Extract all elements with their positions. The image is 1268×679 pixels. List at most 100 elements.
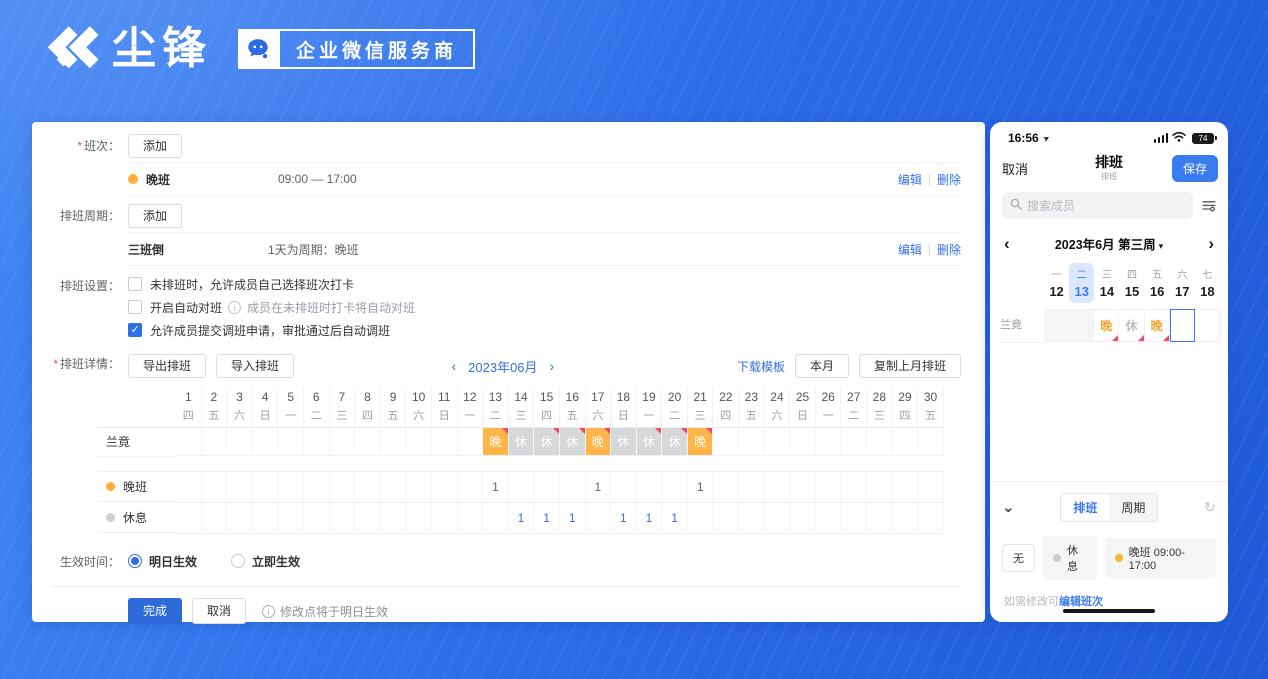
day-weekday: 四: [541, 410, 553, 422]
confirm-button[interactable]: 完成: [128, 598, 183, 624]
day-weekday: 五: [566, 410, 578, 422]
shift-cell-day3[interactable]: [227, 428, 253, 456]
wechat-icon: [238, 29, 278, 69]
shift-cell-day21[interactable]: 晚: [687, 428, 714, 456]
download-template-link[interactable]: 下载模板: [736, 359, 785, 374]
shift-cell-day15[interactable]: 休: [534, 428, 560, 456]
chip-rest[interactable]: 休息: [1043, 536, 1097, 580]
phone-day-column-13[interactable]: 二 13: [1069, 263, 1095, 303]
phone-day-column-18[interactable]: 七 18: [1195, 263, 1220, 303]
shift-cell-day7[interactable]: [329, 428, 356, 456]
copy-last-month-button[interactable]: 复制上月排班: [858, 354, 961, 378]
shift-cell-day27[interactable]: [841, 428, 868, 456]
filter-icon[interactable]: [1202, 199, 1216, 212]
shift-cell-day29[interactable]: [892, 428, 919, 456]
prev-week-icon[interactable]: ‹: [1004, 234, 1010, 253]
summary-count-day14: 1: [508, 503, 535, 534]
shift-cell-day1[interactable]: [176, 428, 202, 456]
shift-cell-day11[interactable]: [431, 428, 458, 456]
shift-cell-day10[interactable]: [406, 428, 432, 456]
shift-cell-day13[interactable]: 晚: [483, 428, 509, 456]
shift-cell-day19[interactable]: 休: [636, 428, 663, 456]
shift-cell-day12[interactable]: [457, 428, 484, 456]
summary-count-day23: [739, 503, 765, 534]
calendar-day-header: 15 四: [534, 388, 560, 428]
day-weekday: 六: [233, 410, 245, 422]
edit-shifts-link[interactable]: 编辑班次: [1059, 596, 1103, 608]
shift-cell-day6[interactable]: [303, 428, 330, 456]
checkbox[interactable]: [128, 277, 142, 291]
phone-shift-cell-2[interactable]: 晚: [1094, 309, 1120, 342]
day-weekday: 一: [285, 410, 297, 422]
shift-cell-day24[interactable]: [764, 428, 791, 456]
radio-button[interactable]: [128, 554, 142, 568]
day-number: 7: [338, 390, 346, 404]
tab-cycle[interactable]: 周期: [1109, 494, 1158, 521]
phone-shift-cell-3[interactable]: 休: [1119, 309, 1145, 342]
phone-day-column-17[interactable]: 六 17: [1170, 263, 1195, 303]
shift-cell-day14[interactable]: 休: [508, 428, 535, 456]
delete-shift-link[interactable]: 删除: [936, 172, 961, 187]
phone-shift-cell-0[interactable]: [1044, 309, 1070, 342]
phone-shift-cell-5[interactable]: [1169, 309, 1195, 342]
phone-cancel-button[interactable]: 取消: [1002, 162, 1029, 177]
checkbox[interactable]: [128, 300, 142, 314]
shift-cell-day25[interactable]: [790, 428, 816, 456]
phone-week-navigation: ‹ 2023年6月 第三周 ›: [990, 219, 1228, 257]
edit-cycle-link[interactable]: 编辑: [897, 242, 922, 257]
shift-cell-day30[interactable]: [918, 428, 944, 456]
phone-day-column-14[interactable]: 三 14: [1094, 263, 1119, 303]
next-month-icon[interactable]: ›: [549, 358, 555, 374]
radio-option-text: 明日生效: [149, 554, 198, 569]
add-shift-button[interactable]: 添加: [128, 134, 183, 158]
phone-day-column-15[interactable]: 四 15: [1119, 263, 1144, 303]
settings-row: 排班设置： 未排班时，允许成员自己选择班次打卡 开启自动对班 成员在未排班时打卡…: [52, 274, 961, 340]
undo-icon[interactable]: [1204, 499, 1216, 516]
next-week-icon[interactable]: ›: [1208, 234, 1214, 253]
shift-cell-day4[interactable]: [252, 428, 279, 456]
chip-none[interactable]: 无: [1002, 544, 1035, 572]
export-schedule-button[interactable]: 导出排班: [128, 354, 207, 378]
shift-cell-day23[interactable]: [739, 428, 765, 456]
night-dot: [1114, 554, 1123, 562]
shift-cell-day8[interactable]: [355, 428, 381, 456]
phone-day-column-16[interactable]: 五 16: [1145, 263, 1170, 303]
shift-cell-day16[interactable]: 休: [559, 428, 586, 456]
shift-cell-day28[interactable]: [867, 428, 893, 456]
search-input[interactable]: 搜索成员: [1002, 192, 1193, 219]
chip-night[interactable]: 晚班 09:00-17:00: [1104, 538, 1216, 578]
shift-cell-day26[interactable]: [815, 428, 842, 456]
week-label[interactable]: 2023年6月 第三周: [1010, 234, 1209, 253]
edit-shift-link[interactable]: 编辑: [897, 172, 922, 187]
summary-count-day10: [406, 503, 432, 534]
this-month-button[interactable]: 本月: [794, 354, 849, 378]
cancel-button[interactable]: 取消: [192, 598, 247, 624]
add-cycle-button[interactable]: 添加: [128, 204, 183, 228]
phone-day-column-12[interactable]: 一 12: [1044, 263, 1069, 303]
shift-cell-day18[interactable]: 休: [611, 428, 637, 456]
import-schedule-button[interactable]: 导入排班: [216, 354, 295, 378]
shift-cell-day22[interactable]: [713, 428, 740, 456]
summary-row-label: 晚班: [98, 472, 176, 502]
prev-month-icon[interactable]: ‹: [451, 358, 457, 374]
radio-button[interactable]: [231, 554, 246, 568]
shift-cell-day9[interactable]: [380, 428, 407, 456]
shift-cell-day20[interactable]: 休: [662, 428, 688, 456]
phone-shift-cell-6[interactable]: [1194, 309, 1220, 342]
date-number: 18: [1200, 284, 1215, 299]
phone-shift-cell-4[interactable]: 晚: [1144, 309, 1170, 342]
partner-badge: 企业微信服务商: [238, 29, 476, 69]
shift-cell-day5[interactable]: [278, 428, 304, 456]
tab-schedule[interactable]: 排班: [1061, 494, 1110, 521]
calendar-grid: 1 四 2 五 3 六 4 日 5 一 6 二 7 三 8 四 9 五 10 六 11 日 12 一 13 二 14 三 15 四 16 五 1…: [98, 388, 944, 457]
shift-cell-day17[interactable]: 晚: [585, 428, 612, 456]
info-icon[interactable]: [228, 300, 242, 314]
phone-save-button[interactable]: 保存: [1171, 155, 1218, 182]
delete-cycle-link[interactable]: 删除: [936, 242, 961, 257]
checkbox[interactable]: [128, 323, 142, 337]
phone-shift-cell-1[interactable]: [1069, 309, 1095, 342]
chevron-down-icon[interactable]: [1002, 503, 1015, 512]
shift-cell-day2[interactable]: [201, 428, 228, 456]
